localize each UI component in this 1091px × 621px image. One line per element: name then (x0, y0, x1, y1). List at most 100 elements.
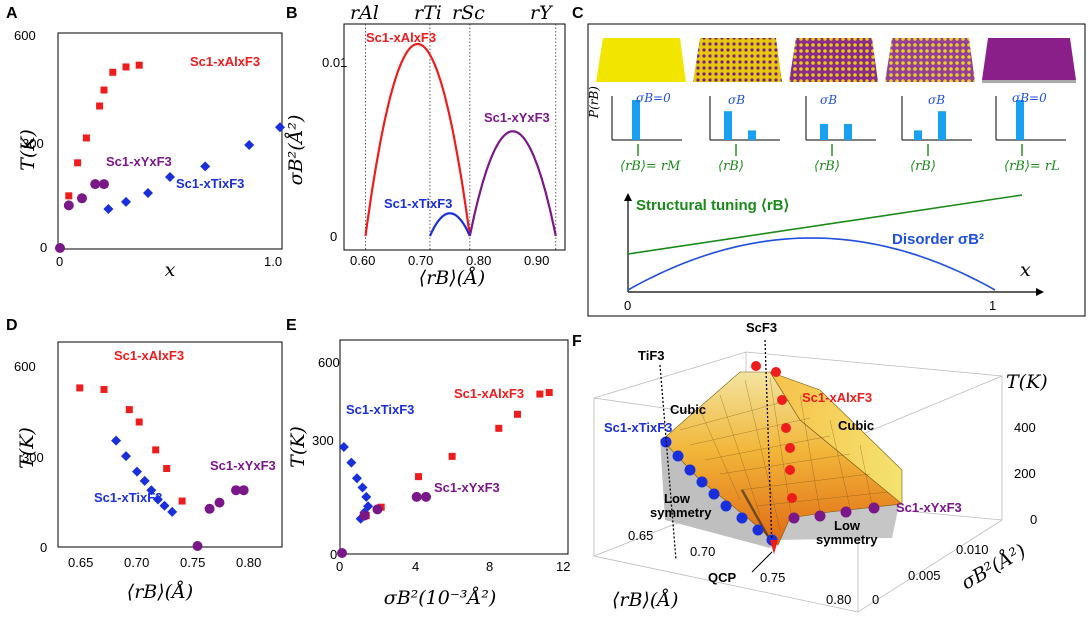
a-ylabel: T(K) (17, 129, 39, 171)
f-al-point-3 (781, 423, 791, 433)
a-point-s2-0 (55, 243, 65, 253)
f-al-point-0 (751, 361, 761, 371)
b-label-ry: rY (530, 2, 554, 24)
panel-label-d: D (6, 317, 18, 334)
d-point-s0-3 (135, 418, 143, 426)
d-legend-y: Sc1-xYxF3 (210, 458, 276, 473)
d-xtick-075: 0.75 (180, 555, 205, 570)
c-disorder-label: Disorder σB² (892, 231, 984, 248)
d-ytick-0: 0 (40, 540, 47, 555)
c-dist-2-sigma: σB (820, 93, 837, 107)
b-xtick-070: 0.70 (408, 253, 433, 268)
e-point-s1-0 (338, 442, 349, 453)
f-al-point-4 (785, 443, 795, 453)
b-curve-2 (468, 130, 557, 237)
a-point-s1-5 (244, 140, 255, 151)
c-tile-1 (596, 38, 686, 82)
b-legend-al: Sc1-xAlxF3 (366, 30, 436, 45)
a-point-s0-7 (135, 61, 143, 69)
f-stick-0005: 0.005 (908, 568, 941, 583)
a-point-s0-3 (96, 102, 104, 110)
a-point-s2-4 (99, 179, 109, 190)
c-dist-4-bar-0 (1016, 100, 1024, 140)
d-point-s1-4 (146, 485, 157, 496)
f-ti-point-2 (684, 464, 696, 476)
e-point-s2-4 (421, 491, 431, 502)
e-xtick-8: 8 (486, 559, 493, 574)
d-xtick-080: 0.80 (236, 555, 261, 570)
a-point-s2-2 (77, 193, 87, 204)
panel-label-b: B (286, 5, 298, 22)
f-cubic-2: Cubic (838, 418, 874, 433)
c-prb-label: P(rB) (587, 86, 601, 119)
c-structural-line (627, 194, 1023, 255)
a-xtick-1: 1.0 (264, 254, 282, 269)
b-xlabel: ⟨rB⟩(Å) (419, 267, 485, 289)
e-point-s0-2 (415, 473, 423, 481)
f-legend-y: Sc1-xYxF3 (896, 500, 962, 515)
d-point-s2-1 (204, 503, 215, 514)
e-point-s1-1 (346, 457, 357, 468)
f-legend-al: Sc1-xAlxF3 (802, 390, 872, 405)
e-xtick-0: 0 (336, 559, 343, 574)
c-dist-3-bar-0 (914, 130, 922, 140)
d-point-s1-5 (152, 494, 163, 505)
a-point-s0-4 (100, 86, 108, 94)
e-xlabel: σB²(10⁻³Å²) (384, 587, 497, 609)
a-legend-ti: Sc1-xTixF3 (176, 176, 244, 191)
panel-a: 600 300 0 0 1.0 T(K) x Sc1-xAlxF3 Sc1-xT… (14, 28, 285, 281)
f-ti-point-5 (720, 500, 732, 512)
f-cubic-1: Cubic (670, 402, 706, 417)
b-legend-ti: Sc1-xTixF3 (384, 196, 452, 211)
c-x-label: x (1020, 259, 1031, 281)
c-dist-1-bar-1 (748, 130, 756, 140)
c-dist-1-sigma: σB (728, 93, 745, 107)
a-legend-al: Sc1-xAlxF3 (190, 54, 260, 69)
f-ti-point-3 (696, 476, 708, 488)
f-surface (661, 371, 903, 546)
d-ylabel: T(K) (16, 427, 38, 469)
e-point-s0-4 (495, 424, 503, 432)
panel-b: 0.60 0.70 0.80 0.90 0.01 0 σB²(Å²) ⟨rB⟩(… (285, 2, 566, 289)
d-point-s1-0 (111, 435, 122, 446)
a-ytick-0: 0 (40, 240, 47, 255)
b-xtick-060: 0.60 (350, 253, 375, 268)
d-point-s0-4 (152, 446, 160, 454)
f-rtick-065: 0.65 (628, 528, 653, 543)
e-point-s0-5 (513, 410, 521, 418)
e-legend-y: Sc1-xYxF3 (434, 480, 500, 495)
panel-c: σB=0 ⟨rB⟩= rM σB ⟨rB⟩ σB ⟨rB⟩ σB ⟨rB⟩ σB=0 ⟨rB⟩= … (587, 23, 1086, 317)
e-xtick-4: 4 (412, 559, 419, 574)
e-point-s2-3 (411, 491, 422, 502)
panel-label-f: F (572, 333, 582, 350)
f-low-1b: symmetry (650, 505, 712, 520)
panel-label-c: C (572, 5, 584, 22)
b-curve-1 (428, 212, 471, 237)
c-dist-0-mean: ⟨rB⟩= rM (620, 159, 681, 174)
a-point-s1-4 (200, 161, 211, 172)
c-dist-0-bar-0 (632, 100, 640, 140)
f-rtick-075: 0.75 (760, 570, 785, 585)
a-point-s1-2 (143, 187, 153, 198)
b-label-ral: rAl (350, 2, 379, 24)
d-point-s2-4 (238, 485, 249, 496)
f-ti-point-6 (736, 512, 748, 524)
panel-d: 600 300 0 0.65 0.70 0.75 0.80 T(K) ⟨rB⟩(… (14, 341, 283, 603)
c-dist-1-mean: ⟨rB⟩ (718, 159, 744, 174)
a-point-s0-6 (122, 63, 130, 71)
a-xlabel: x (165, 259, 176, 281)
a-xtick-0: 0 (56, 254, 63, 269)
a-point-s1-6 (275, 122, 285, 133)
f-ti-point-4 (708, 488, 720, 500)
f-ti-point-7 (752, 524, 764, 536)
a-point-s2-3 (90, 179, 101, 190)
panel-f: TiF3 ScF3 Cubic Cubic Sc1-xAlxF3 Sc1-xTi… (593, 320, 1048, 613)
c-x1: 1 (989, 298, 996, 313)
e-point-s2-0 (337, 548, 347, 558)
e-xtick-12: 12 (556, 559, 570, 574)
a-point-s0-1 (74, 159, 82, 167)
f-low-1a: Low (664, 491, 691, 506)
e-point-s1-2 (351, 473, 362, 484)
c-tile-3 (789, 38, 878, 82)
